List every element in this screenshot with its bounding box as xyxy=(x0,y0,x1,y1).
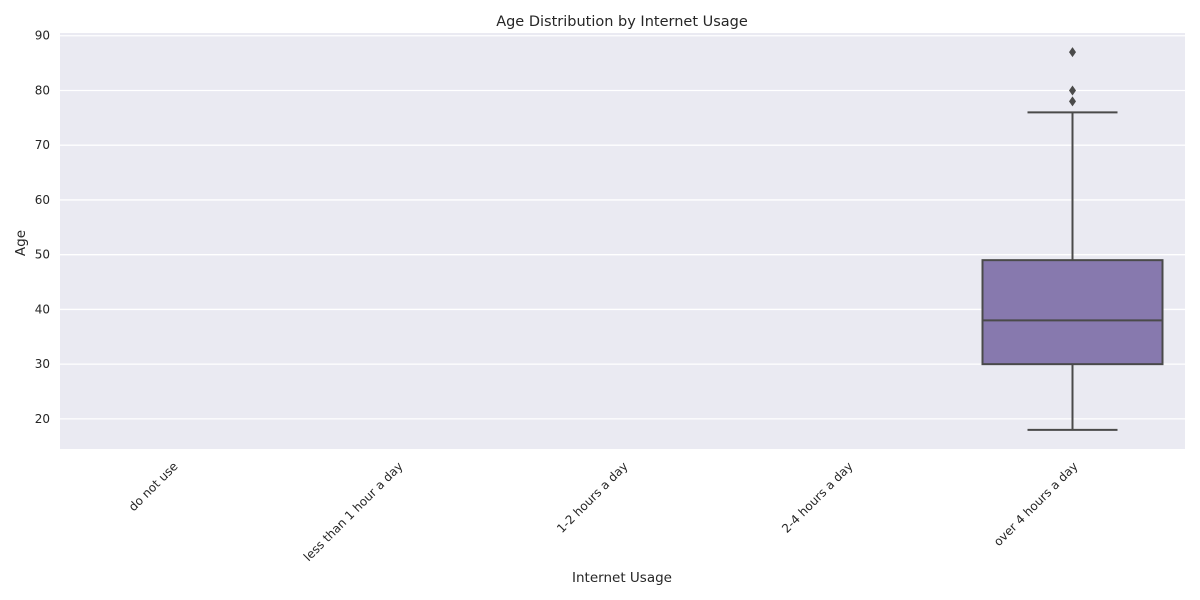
x-tick-labels: do not use less than 1 hour a day 1-2 hour… xyxy=(126,459,1081,564)
y-tick-label: 40 xyxy=(35,302,50,316)
outlier-point xyxy=(1069,47,1076,58)
y-tick-labels: 20 30 40 50 60 70 80 90 xyxy=(35,29,50,426)
chart-title: Age Distribution by Internet Usage xyxy=(496,14,748,30)
gridlines xyxy=(60,35,1185,420)
y-tick-label: 30 xyxy=(35,357,50,371)
y-tick-label: 60 xyxy=(35,193,50,207)
y-axis-label: Age xyxy=(13,230,29,256)
x-axis-label: Internet Usage xyxy=(572,570,672,586)
x-tick-label: less than 1 hour a day xyxy=(301,459,406,564)
box-group xyxy=(981,47,1164,431)
y-tick-label: 80 xyxy=(35,83,50,97)
outlier-point xyxy=(1069,85,1076,96)
x-tick-label: 2-4 hours a day xyxy=(779,459,856,536)
y-tick-label: 90 xyxy=(35,29,50,43)
plot-area xyxy=(60,33,1185,449)
outlier-point xyxy=(1069,96,1076,107)
x-tick-label: over 4 hours a day xyxy=(991,459,1081,549)
x-tick-label: do not use xyxy=(126,459,181,514)
y-tick-label: 70 xyxy=(35,138,50,152)
y-tick-label: 50 xyxy=(35,248,50,262)
x-tick-label: 1-2 hours a day xyxy=(554,459,631,536)
box-plots xyxy=(981,47,1164,431)
box-iqr xyxy=(981,259,1164,366)
y-tick-label: 20 xyxy=(35,412,50,426)
